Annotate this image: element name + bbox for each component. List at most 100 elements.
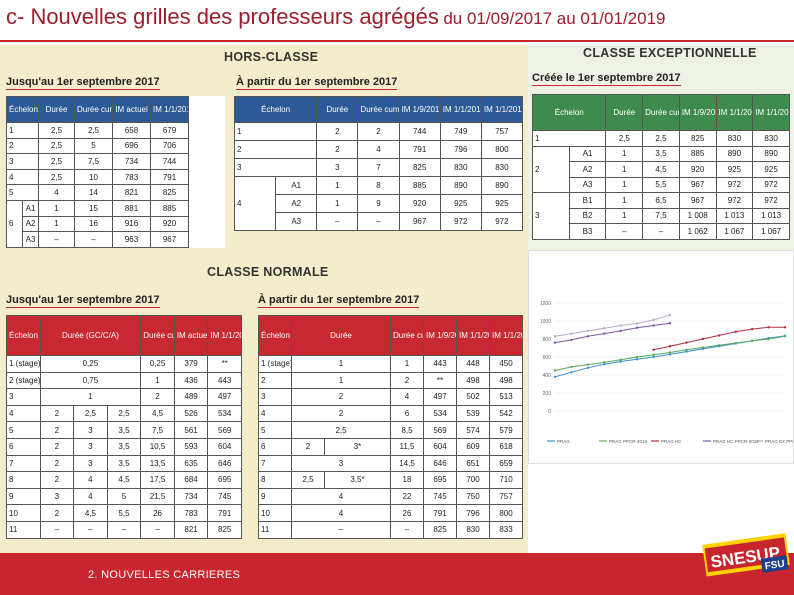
table-row: 5 2 3 3,5 7,5 561 569 <box>6 421 242 439</box>
cell: 658 <box>112 122 152 139</box>
column-header: IM 1/9/2017 <box>423 315 457 356</box>
cell: 9 <box>258 487 292 506</box>
column-header: IM 1/1/2018 <box>715 94 754 131</box>
data-point <box>635 322 639 325</box>
cell: 4 <box>357 140 400 159</box>
cell: 967 <box>150 231 190 248</box>
cell: B1 <box>568 192 607 209</box>
cell: 3* <box>324 437 391 456</box>
cell: 1 <box>39 388 142 406</box>
table-row: B2 1 7,5 1 008 1 013 1 013 <box>533 207 790 224</box>
data-point <box>668 353 672 356</box>
cell: 916 <box>112 215 152 233</box>
cell: 2 <box>390 371 424 390</box>
cell: 2,5 <box>38 137 76 155</box>
cell: 1 013 <box>752 207 790 224</box>
cell: 3 <box>532 192 570 240</box>
cell: 26 <box>140 504 175 522</box>
table-row: 2 2 4 791 796 800 <box>233 140 524 159</box>
cell: 967 <box>678 176 717 193</box>
cell: 13,5 <box>140 454 175 473</box>
cell: 2 <box>5 137 40 155</box>
data-point <box>570 371 573 374</box>
data-point <box>570 338 573 342</box>
cell: 2 <box>291 388 391 406</box>
cell: 10 <box>74 168 114 186</box>
cell: – <box>357 212 400 231</box>
cell: ** <box>423 371 457 390</box>
cell: 745 <box>207 487 242 506</box>
table-row: 3 2,5 7,5 734 744 <box>5 153 225 170</box>
snesup-logo: SNESUP FSU <box>702 533 790 577</box>
column-header: Durée <box>291 315 391 356</box>
cell: 5,5 <box>106 504 142 522</box>
cell: 604 <box>207 437 242 456</box>
data-point <box>553 335 557 338</box>
cell: 744 <box>398 122 441 141</box>
cell: 2 (stage) <box>6 371 41 390</box>
cell: 5 <box>5 184 40 201</box>
data-point <box>586 363 590 366</box>
cell: 8 <box>357 176 400 195</box>
cell: 4,5 <box>642 161 680 178</box>
cell: 498 <box>456 371 490 390</box>
data-point <box>619 329 622 333</box>
table-row: 6 A1 1 15 881 885 <box>6 199 225 248</box>
cell: 972 <box>439 212 482 231</box>
cell: 796 <box>439 140 482 159</box>
data-point <box>652 355 655 359</box>
table-row: 4 2,5 10 783 791 <box>5 168 225 186</box>
table-row: 10 4 26 791 796 800 <box>258 504 523 522</box>
data-point <box>718 344 721 347</box>
cell: 830 <box>456 520 490 539</box>
cell: 1 (stage) <box>6 355 41 373</box>
cell: 10 <box>6 504 41 522</box>
cell: 825 <box>150 184 190 201</box>
cell: 920 <box>150 215 190 233</box>
table-row: A3 1 5,5 967 972 972 <box>533 176 790 193</box>
cell: 1 <box>291 355 391 373</box>
cell: 4 <box>258 404 292 423</box>
cell: 4 <box>233 176 277 231</box>
data-point <box>603 361 606 364</box>
cell: 1 013 <box>715 207 754 224</box>
cell: 749 <box>439 122 482 141</box>
column-header: Durée (GC/C/A) <box>39 315 142 356</box>
table-row: A2 1 4,5 920 925 925 <box>533 161 790 178</box>
data-point <box>570 332 573 335</box>
cell: – <box>390 520 424 539</box>
table-row: 1 (stage) 0,25 0,25 379 ** <box>6 355 242 373</box>
cell: 4 <box>73 471 108 489</box>
cell: 1 <box>38 199 76 217</box>
cell: 450 <box>489 355 523 373</box>
cell: 830 <box>480 158 524 177</box>
cell: – <box>106 520 142 539</box>
cell: ** <box>207 355 242 373</box>
data-point <box>783 326 787 329</box>
cell: 757 <box>489 487 523 506</box>
ce-subtitle: Créée le 1er septembre 2017 <box>532 72 681 86</box>
cell: 885 <box>398 176 441 195</box>
table-row: 5 2,5 8,5 569 574 579 <box>258 421 523 439</box>
cell: 885 <box>678 145 717 162</box>
column-header: Échelon <box>6 315 41 356</box>
series-line <box>554 335 786 378</box>
cell: B2 <box>568 207 607 224</box>
cell: 7,5 <box>74 153 114 170</box>
cell: 5 <box>6 421 41 439</box>
cell: 3 <box>73 421 108 439</box>
title-rule <box>0 40 794 42</box>
table-row: 1 (stage) 1 1 443 448 450 <box>258 355 523 373</box>
cell: 1 <box>605 145 644 162</box>
data-point <box>586 335 590 338</box>
data-point <box>668 322 672 325</box>
data-point <box>685 350 688 353</box>
data-point <box>553 375 557 378</box>
cell: 5 <box>258 421 292 439</box>
cell: 8 <box>6 471 41 489</box>
cell: 651 <box>456 454 490 473</box>
